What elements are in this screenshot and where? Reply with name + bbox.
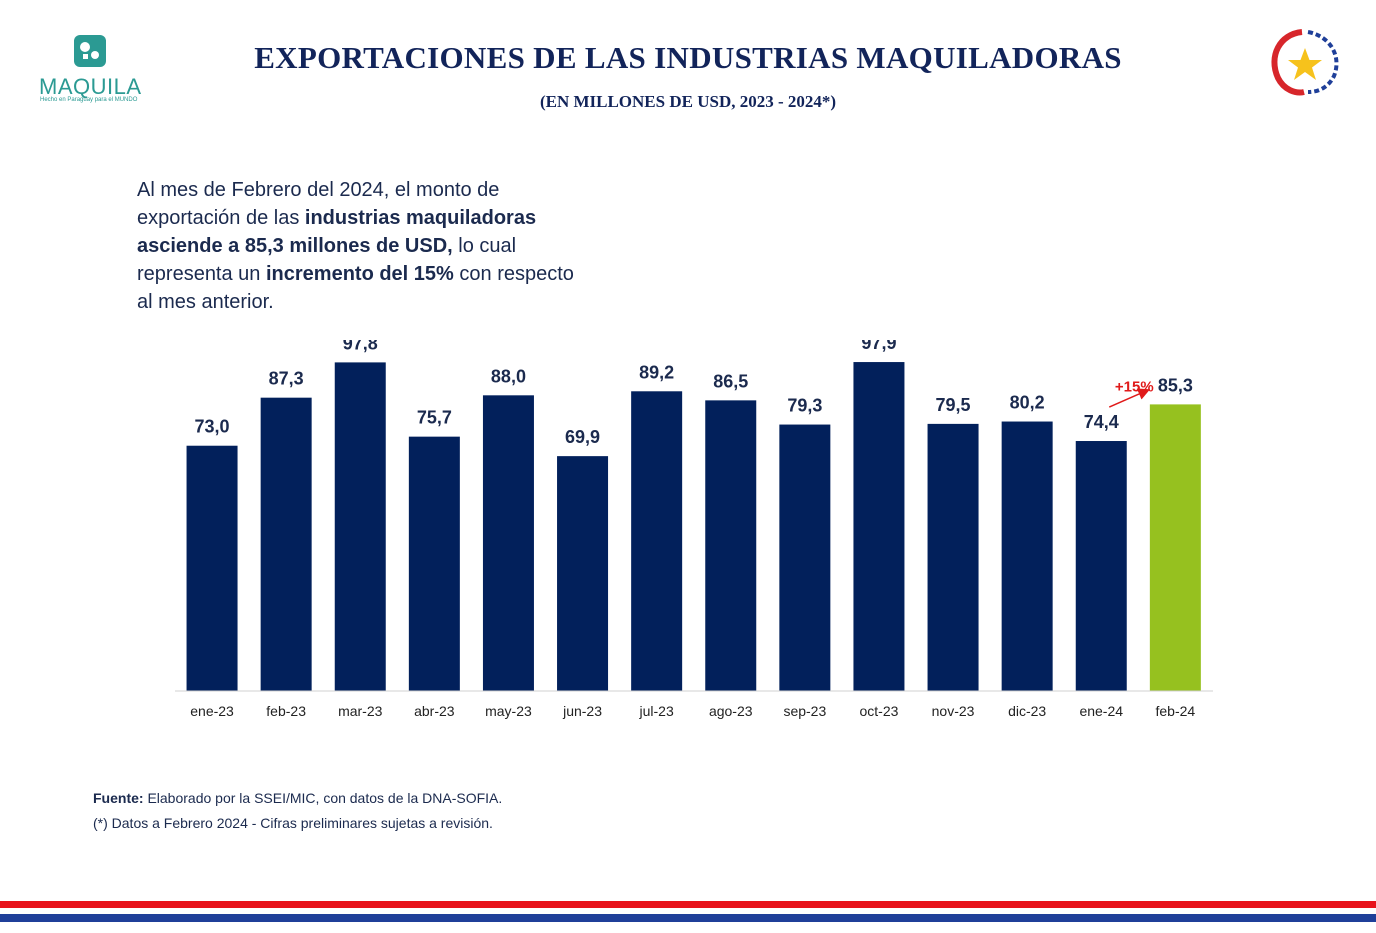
tick-label-jul-23: jul-23: [639, 703, 674, 719]
value-label-dic-23: 80,2: [1010, 393, 1045, 413]
tick-label-sep-23: sep-23: [783, 703, 826, 719]
logo-text: MAQUILA: [39, 74, 142, 99]
tick-label-ene-23: ene-23: [190, 703, 234, 719]
preliminary-note: (*) Datos a Febrero 2024 - Cifras prelim…: [93, 815, 493, 831]
value-label-nov-23: 79,5: [936, 395, 971, 415]
source-note: Fuente: Elaborado por la SSEI/MIC, con d…: [93, 790, 503, 806]
bar-ago-23: [705, 400, 757, 691]
tick-label-jun-23: jun-23: [562, 703, 602, 719]
flag-stripe-white: [0, 908, 1376, 914]
value-label-abr-23: 75,7: [417, 408, 452, 428]
value-label-mar-23: 97,8: [343, 340, 378, 353]
value-label-ene-23: 73,0: [195, 417, 230, 437]
bar-jun-23: [557, 456, 609, 691]
tick-label-feb-24: feb-24: [1155, 703, 1195, 719]
bar-oct-23: [853, 362, 905, 691]
value-label-ago-23: 86,5: [713, 371, 748, 391]
page-subtitle: (EN MILLONES DE USD, 2023 - 2024*): [539, 92, 837, 111]
value-label-jul-23: 89,2: [639, 362, 674, 382]
logo-tagline: Hecho en Paraguay para el MUNDO: [40, 97, 138, 103]
tick-label-may-23: may-23: [485, 703, 532, 719]
national-emblem-icon: [1271, 29, 1339, 96]
tick-label-feb-23: feb-23: [266, 703, 306, 719]
tick-label-mar-23: mar-23: [338, 703, 383, 719]
tick-label-abr-23: abr-23: [414, 703, 455, 719]
bar-ene-24: [1075, 441, 1127, 691]
value-label-ene-24: 74,4: [1084, 412, 1119, 432]
bar-ene-23: [186, 445, 238, 691]
value-label-sep-23: 79,3: [787, 396, 822, 416]
bar-abr-23: [408, 436, 460, 691]
value-label-feb-23: 87,3: [269, 369, 304, 389]
page-title: EXPORTACIONES DE LAS INDUSTRIAS MAQUILAD…: [254, 40, 1122, 75]
flag-stripe-red: [0, 901, 1376, 908]
growth-arrow: [1108, 388, 1151, 408]
bar-jul-23: [631, 391, 683, 691]
growth-annotation: +15%: [1115, 378, 1154, 395]
maquila-logo: MAQUILA Hecho en Paraguay para el MUNDO: [36, 32, 146, 112]
tick-label-ago-23: ago-23: [709, 703, 753, 719]
value-label-may-23: 88,0: [491, 366, 526, 386]
tick-label-nov-23: nov-23: [932, 703, 975, 719]
summary-text: Al mes de Febrero del 2024, el monto de …: [137, 179, 574, 313]
bar-feb-24: [1149, 404, 1201, 691]
value-label-jun-23: 69,9: [565, 427, 600, 447]
exports-bar-chart: ene-23 feb-23 mar-23 abr-23 may-23 jun-23 jul-…: [175, 340, 1213, 719]
bar-nov-23: [927, 423, 979, 691]
tick-label-ene-24: ene-24: [1079, 703, 1123, 719]
bar-feb-23: [260, 397, 312, 691]
tick-label-oct-23: oct-23: [859, 703, 898, 719]
puzzle-gear-icon: [74, 35, 106, 67]
tick-label-dic-23: dic-23: [1008, 703, 1046, 719]
bar-dic-23: [1001, 421, 1053, 691]
bar-may-23: [482, 395, 534, 691]
bar-sep-23: [779, 424, 831, 691]
bar-mar-23: [334, 362, 386, 691]
flag-stripe-blue: [0, 914, 1376, 922]
value-label-feb-24: 85,3: [1158, 375, 1193, 395]
footer-notes: Fuente: Elaborado por la SSEI/MIC, con d…: [93, 790, 502, 840]
value-label-oct-23: 97,9: [861, 340, 896, 353]
